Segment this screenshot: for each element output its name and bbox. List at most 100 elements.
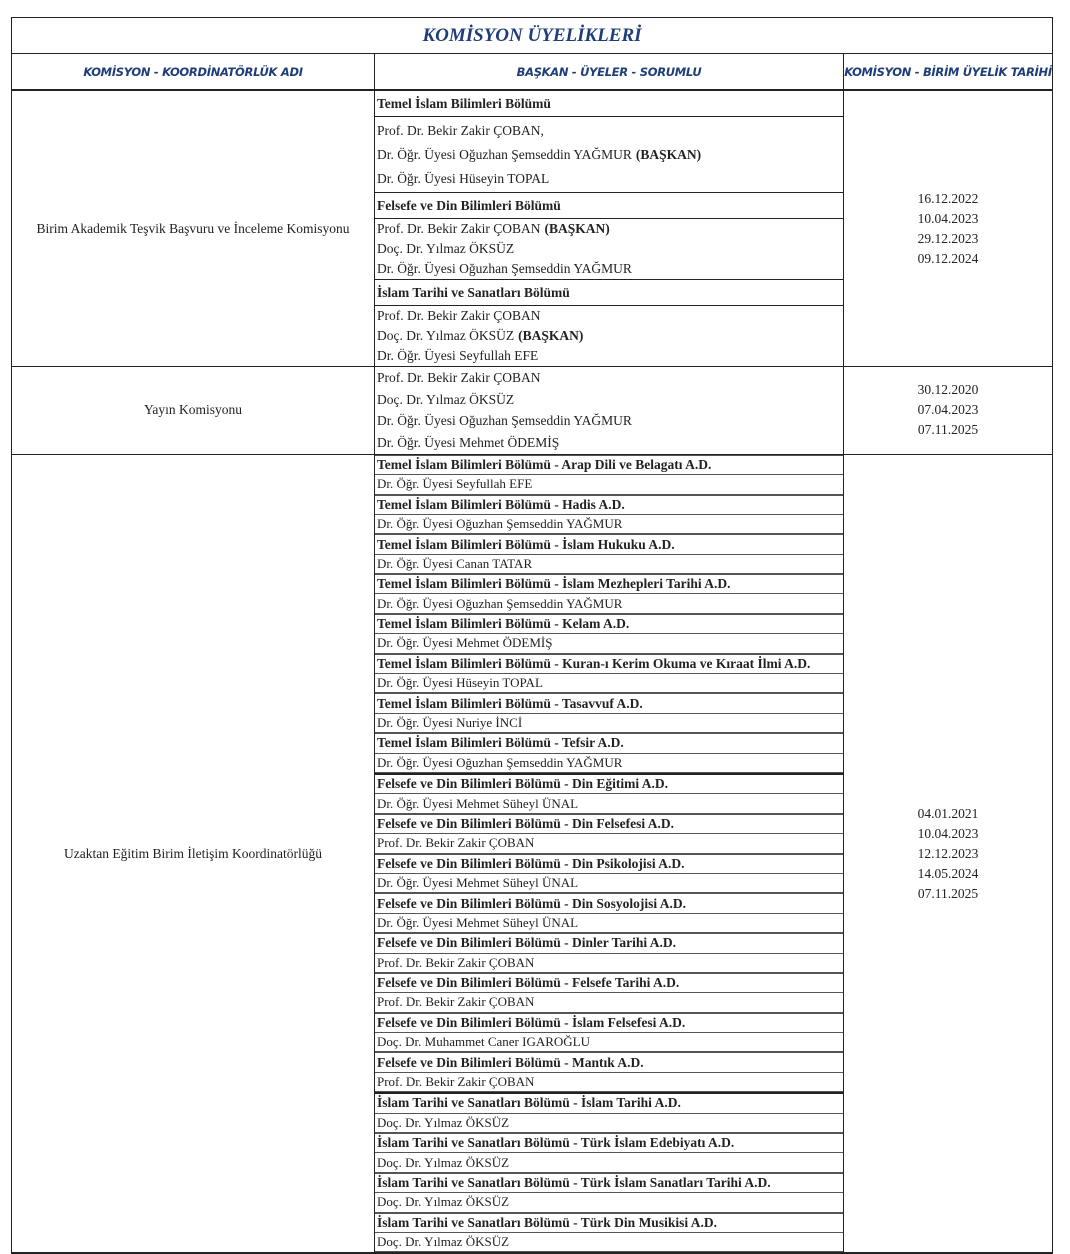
- department-heading: Temel İslam Bilimleri Bölümü - Tefsir A.…: [375, 734, 843, 754]
- member-row: Dr. Öğr. Üyesi Canan TATAR: [375, 555, 843, 575]
- member-name: Doç. Dr. Yılmaz ÖKSÜZ: [377, 391, 515, 407]
- commission-name: Yayın Komisyonu: [143, 402, 243, 418]
- member-row: Doç. Dr. Yılmaz ÖKSÜZ (BAŞKAN): [375, 326, 843, 346]
- member-row: Doç. Dr. Yılmaz ÖKSÜZ: [375, 1233, 843, 1253]
- member-group: Temel İslam Bilimleri Bölümü - Arap Dili…: [375, 454, 843, 495]
- member-list: Dr. Öğr. Üyesi Mehmet Süheyl ÜNAL: [375, 794, 843, 814]
- member-group: İslam Tarihi ve Sanatları Bölümü Prof. Dr…: [375, 279, 843, 366]
- member-list: Prof. Dr. Bekir Zakir ÇOBAN: [375, 1073, 843, 1093]
- member-row: Prof. Dr. Bekir Zakir ÇOBAN: [375, 954, 843, 973]
- member-list: Dr. Öğr. Üyesi Mehmet ÖDEMİŞ: [375, 634, 843, 654]
- member-name: Prof. Dr. Bekir Zakir ÇOBAN: [377, 308, 541, 323]
- member-name: Prof. Dr. Bekir Zakir ÇOBAN: [377, 369, 541, 385]
- member-row: Doç. Dr. Yılmaz ÖKSÜZ: [375, 239, 843, 259]
- member-list: Dr. Öğr. Üyesi Mehmet Süheyl ÜNAL: [375, 914, 843, 934]
- members-cell: Prof. Dr. Bekir Zakir ÇOBAN Doç. Dr. Yılm…: [374, 367, 843, 454]
- member-group: İslam Tarihi ve Sanatları Bölümü - Türk …: [375, 1172, 843, 1213]
- membership-date: 07.11.2025: [917, 885, 979, 901]
- page-title: KOMİSYON ÜYELİKLERİ: [12, 18, 1052, 54]
- member-name: Dr. Öğr. Üyesi Oğuzhan Şemseddin YAĞMUR: [377, 261, 632, 276]
- member-group: Felsefe ve Din Bilimleri Bölümü - Dinler…: [375, 933, 843, 973]
- department-heading: Temel İslam Bilimleri Bölümü - Kuran-ı K…: [375, 655, 843, 675]
- member-row: Prof. Dr. Bekir Zakir ÇOBAN: [375, 993, 843, 1013]
- column-header-commission: KOMİSYON - KOORDİNATÖRLÜK ADI: [83, 64, 303, 79]
- department-heading: Felsefe ve Din Bilimleri Bölümü - Din Ps…: [375, 855, 843, 874]
- department-heading: İslam Tarihi ve Sanatları Bölümü: [375, 280, 843, 306]
- member-name: Doç. Dr. Yılmaz ÖKSÜZ: [377, 328, 515, 343]
- member-name: Prof. Dr. Bekir Zakir ÇOBAN: [377, 1074, 535, 1090]
- member-group: Temel İslam Bilimleri Bölümü - İslam Huk…: [375, 534, 843, 575]
- member-list: Doç. Dr. Yılmaz ÖKSÜZ: [375, 1114, 843, 1134]
- member-group: İslam Tarihi ve Sanatları Bölümü - Türk …: [375, 1133, 843, 1173]
- membership-date: 29.12.2023: [917, 230, 979, 246]
- member-name: Dr. Öğr. Üyesi Seyfullah EFE: [377, 476, 533, 492]
- member-row: Doç. Dr. Muhammet Caner IGAROĞLU: [375, 1033, 843, 1053]
- member-name: Dr. Öğr. Üyesi Mehmet ÖDEMİŞ: [377, 434, 560, 450]
- member-list: Dr. Öğr. Üyesi Oğuzhan Şemseddin YAĞMUR: [375, 515, 843, 535]
- member-row: Dr. Öğr. Üyesi Seyfullah EFE: [375, 475, 843, 495]
- member-list: Prof. Dr. Bekir Zakir ÇOBAN: [375, 834, 843, 854]
- member-list: Prof. Dr. Bekir Zakir ÇOBAN: [375, 993, 843, 1013]
- department-heading: Felsefe ve Din Bilimleri Bölümü - Din So…: [375, 894, 843, 914]
- member-name: Dr. Öğr. Üyesi Mehmet Süheyl ÜNAL: [377, 795, 579, 811]
- member-row: Dr. Öğr. Üyesi Oğuzhan Şemseddin YAĞMUR: [375, 515, 843, 535]
- member-name: Prof. Dr. Bekir Zakir ÇOBAN: [377, 221, 541, 236]
- membership-date: 10.04.2023: [917, 210, 979, 226]
- member-name: Dr. Öğr. Üyesi Nuriye İNCİ: [377, 715, 523, 731]
- member-row: Dr. Öğr. Üyesi Oğuzhan Şemseddin YAĞMUR: [375, 410, 843, 432]
- member-list: Dr. Öğr. Üyesi Nuriye İNCİ: [375, 714, 843, 734]
- member-group: Felsefe ve Din Bilimleri Bölümü - Din So…: [375, 893, 843, 934]
- department-heading: İslam Tarihi ve Sanatları Bölümü - Türk …: [375, 1134, 843, 1154]
- department-heading: Felsefe ve Din Bilimleri Bölümü - Din Fe…: [375, 815, 843, 835]
- department-heading: Temel İslam Bilimleri Bölümü - Hadis A.D…: [375, 496, 843, 515]
- member-row: Dr. Öğr. Üyesi Oğuzhan Şemseddin YAĞMUR(…: [375, 143, 843, 167]
- member-group: İslam Tarihi ve Sanatları Bölümü - İslam…: [375, 1092, 843, 1134]
- member-group: Temel İslam Bilimleri Bölümü - İslam Mez…: [375, 574, 843, 614]
- member-name: Dr. Öğr. Üyesi Mehmet Süheyl ÜNAL: [377, 875, 579, 891]
- member-name: Dr. Öğr. Üyesi Hüseyin TOPAL: [377, 171, 550, 186]
- member-row: Prof. Dr. Bekir Zakir ÇOBAN: [375, 306, 843, 326]
- member-group: Felsefe ve Din Bilimleri Bölümü Prof. Dr.…: [375, 192, 843, 279]
- member-row: Dr. Öğr. Üyesi Mehmet Süheyl ÜNAL: [375, 794, 843, 814]
- member-list: Doç. Dr. Yılmaz ÖKSÜZ: [375, 1193, 843, 1213]
- department-heading: Felsefe ve Din Bilimleri Bölümü - Felsef…: [375, 974, 843, 994]
- member-group: Felsefe ve Din Bilimleri Bölümü - Mantık…: [375, 1052, 843, 1093]
- member-group: Felsefe ve Din Bilimleri Bölümü - Din Eğ…: [375, 773, 843, 814]
- department-heading: Felsefe ve Din Bilimleri Bölümü - Din Eğ…: [375, 775, 843, 795]
- member-name: Dr. Öğr. Üyesi Oğuzhan Şemseddin YAĞMUR: [377, 516, 623, 532]
- membership-dates: 30.12.2020 07.04.2023 07.11.2025: [843, 367, 1052, 454]
- members-cell: Temel İslam Bilimleri Bölümü Prof. Dr. Be…: [374, 91, 843, 366]
- member-row: Dr. Öğr. Üyesi Seyfullah EFE: [375, 346, 843, 366]
- member-name: Dr. Öğr. Üyesi Seyfullah EFE: [377, 348, 539, 363]
- member-name: Prof. Dr. Bekir Zakir ÇOBAN: [377, 954, 535, 970]
- member-row: Doç. Dr. Yılmaz ÖKSÜZ: [375, 389, 843, 411]
- table-row: Birim Akademik Teşvik Başvuru ve İncelem…: [12, 91, 1052, 367]
- member-list: Doç. Dr. Muhammet Caner IGAROĞLU: [375, 1033, 843, 1053]
- table-row: Yayın Komisyonu Prof. Dr. Bekir Zakir ÇOB…: [12, 367, 1052, 455]
- member-row: Dr. Öğr. Üyesi Oğuzhan Şemseddin YAĞMUR: [375, 259, 843, 279]
- member-group: Temel İslam Bilimleri Bölümü - Tefsir A.…: [375, 733, 843, 773]
- membership-date: 12.12.2023: [917, 845, 979, 861]
- department-heading: İslam Tarihi ve Sanatları Bölümü - Türk …: [375, 1214, 843, 1233]
- member-name: Dr. Öğr. Üyesi Mehmet Süheyl ÜNAL: [377, 914, 579, 930]
- member-role: (BAŞKAN): [518, 328, 584, 343]
- department-heading: Felsefe ve Din Bilimleri Bölümü - Mantık…: [375, 1053, 843, 1073]
- member-list: Dr. Öğr. Üyesi Oğuzhan Şemseddin YAĞMUR: [375, 594, 843, 614]
- department-heading: Felsefe ve Din Bilimleri Bölümü - Dinler…: [375, 934, 843, 954]
- member-list: Dr. Öğr. Üyesi Mehmet Süheyl ÜNAL: [375, 874, 843, 894]
- member-row: Dr. Öğr. Üyesi Mehmet ÖDEMİŞ: [375, 634, 843, 654]
- membership-date: 09.12.2024: [917, 250, 979, 266]
- member-name: Dr. Öğr. Üyesi Canan TATAR: [377, 555, 533, 571]
- member-list: Prof. Dr. Bekir Zakir ÇOBAN, Dr. Öğr. Üye…: [375, 117, 843, 192]
- member-name: Doç. Dr. Yılmaz ÖKSÜZ: [377, 1194, 510, 1210]
- member-row: Dr. Öğr. Üyesi Mehmet Süheyl ÜNAL: [375, 874, 843, 894]
- member-row: Doç. Dr. Yılmaz ÖKSÜZ: [375, 1193, 843, 1213]
- membership-date: 07.04.2023: [917, 402, 979, 418]
- member-row: Prof. Dr. Bekir Zakir ÇOBAN: [375, 367, 843, 389]
- membership-dates: 16.12.2022 10.04.2023 29.12.2023 09.12.2024: [843, 91, 1052, 366]
- member-row: Dr. Öğr. Üyesi Oğuzhan Şemseddin YAĞMUR: [375, 594, 843, 614]
- member-name: Dr. Öğr. Üyesi Oğuzhan Şemseddin YAĞMUR: [377, 413, 632, 429]
- membership-dates: 04.01.2021 10.04.2023 12.12.2023 14.05.2024…: [843, 454, 1052, 1253]
- member-list: Doç. Dr. Yılmaz ÖKSÜZ: [375, 1233, 843, 1253]
- member-row: Dr. Öğr. Üyesi Mehmet ÖDEMİŞ: [375, 432, 843, 454]
